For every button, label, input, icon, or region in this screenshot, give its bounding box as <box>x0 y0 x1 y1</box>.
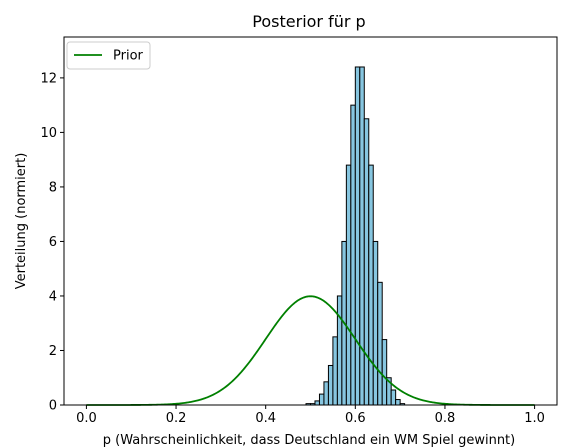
histogram-bar <box>363 118 370 406</box>
y-axis: 0 2 4 6 8 10 12 <box>40 71 64 414</box>
x-tick-label: 0.8 <box>435 411 456 426</box>
histogram-bar <box>354 66 361 406</box>
legend-box <box>66 41 151 70</box>
histogram-bar <box>327 364 334 406</box>
histogram-bar <box>332 336 338 406</box>
y-axis-label: Verteilung (normiert) <box>14 153 29 290</box>
histogram-bar <box>350 104 356 406</box>
legend: Prior <box>66 41 151 70</box>
plot-frame <box>63 36 558 406</box>
histogram-bar <box>318 393 325 406</box>
histogram-bar <box>336 295 343 406</box>
y-tick-label: 10 <box>40 126 57 141</box>
histogram-bar <box>372 240 379 406</box>
legend-label-prior: Prior <box>113 49 144 64</box>
y-tick-label: 2 <box>49 344 57 359</box>
x-tick-label: 1.0 <box>524 411 545 426</box>
y-tick-label: 0 <box>49 399 57 414</box>
histogram-bar <box>381 339 388 406</box>
histogram-bar <box>390 389 397 406</box>
x-tick-label: 0.2 <box>166 411 187 426</box>
y-tick-label: 12 <box>40 71 57 86</box>
x-axis-label: p (Wahrscheinlichkeit, dass Deutschland … <box>103 433 515 448</box>
x-tick-label: 0.0 <box>76 411 97 426</box>
histogram-bar <box>395 399 401 406</box>
histogram-bar <box>377 281 383 406</box>
histogram-bar <box>359 66 365 406</box>
histogram-bar <box>368 164 374 406</box>
x-tick-label: 0.4 <box>255 411 276 426</box>
x-axis: 0.0 0.2 0.4 0.6 0.8 1.0 <box>76 405 545 426</box>
chart-title: Posterior für p <box>252 12 365 31</box>
histogram-bar <box>345 164 352 406</box>
y-tick-label: 8 <box>49 180 57 195</box>
histogram-bar <box>314 400 320 406</box>
x-tick-label: 0.6 <box>345 411 366 426</box>
histogram-bar <box>323 381 329 406</box>
y-tick-label: 6 <box>49 235 57 250</box>
y-tick-label: 4 <box>49 289 57 304</box>
